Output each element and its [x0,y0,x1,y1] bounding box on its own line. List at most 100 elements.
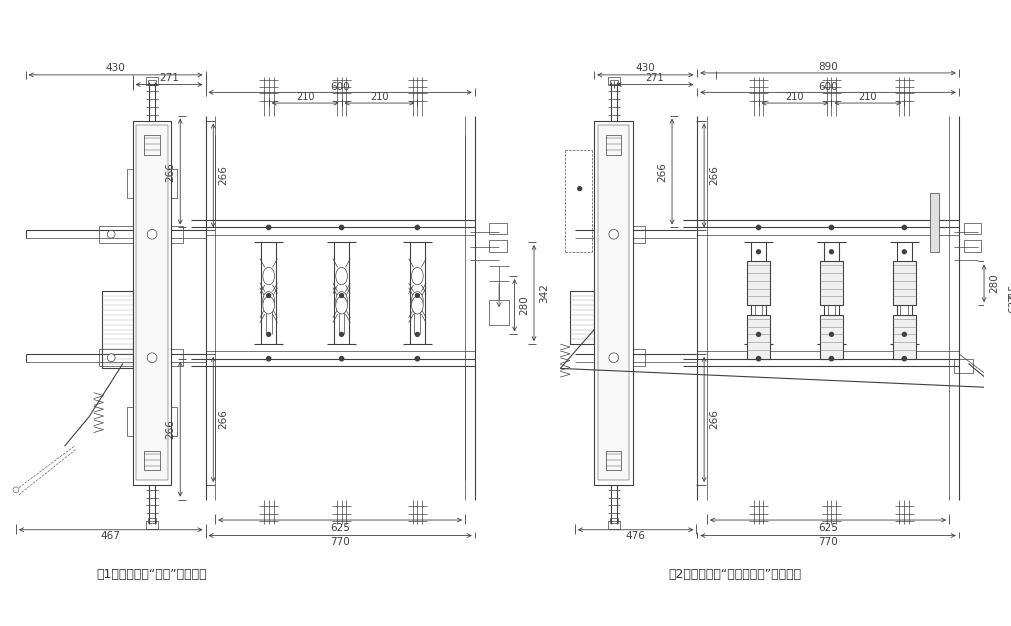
Bar [893,262,916,305]
Bar [145,451,160,471]
Text: 342: 342 [539,283,549,303]
Ellipse shape [411,292,424,309]
Text: 210: 210 [858,92,878,102]
Circle shape [107,354,115,362]
Text: 266: 266 [166,419,176,439]
Text: 266: 266 [218,165,228,185]
Circle shape [148,353,157,362]
Text: 210: 210 [296,92,314,102]
Bar [126,408,132,436]
Circle shape [829,332,833,336]
Bar [820,262,843,305]
Bar [101,290,132,369]
Text: 625: 625 [331,523,350,533]
Bar [145,135,160,155]
Text: 271: 271 [646,73,664,83]
Circle shape [829,225,834,230]
Circle shape [609,353,619,362]
Text: 266: 266 [709,165,719,185]
Text: 266: 266 [166,162,176,182]
Text: 315: 315 [1008,284,1011,302]
Circle shape [267,294,271,297]
Text: 210: 210 [786,92,804,102]
Bar [608,77,620,85]
Circle shape [903,250,906,254]
Bar [747,262,770,305]
Circle shape [340,294,344,297]
Text: 600: 600 [818,81,838,91]
Text: 271: 271 [159,73,179,83]
Ellipse shape [263,267,275,285]
Circle shape [416,294,420,297]
Circle shape [756,357,760,361]
Bar [633,225,645,243]
Bar [136,125,168,480]
Circle shape [416,357,420,361]
Bar [610,518,618,523]
Circle shape [756,225,760,230]
Circle shape [13,487,19,493]
Bar [610,80,618,85]
Bar [489,300,509,325]
Text: 280: 280 [520,295,530,315]
Circle shape [107,230,115,238]
Ellipse shape [263,297,275,314]
Bar [599,125,629,480]
Circle shape [756,250,760,254]
Circle shape [416,225,420,230]
Text: 266: 266 [709,409,719,429]
Bar [820,315,843,359]
Ellipse shape [411,297,424,314]
Text: 625: 625 [818,523,838,533]
Bar [608,521,620,529]
Circle shape [756,332,760,336]
Circle shape [902,225,907,230]
Ellipse shape [263,292,275,309]
Bar [132,121,172,485]
Bar [172,349,183,366]
Circle shape [340,357,344,361]
Circle shape [903,332,906,336]
Text: 280: 280 [989,274,999,293]
Text: 图1、无脱扣器“线路”负荷开关: 图1、无脱扣器“线路”负荷开关 [97,568,207,581]
Text: 430: 430 [106,63,125,73]
Bar [570,290,594,344]
Bar [126,169,132,198]
Bar [594,121,633,485]
Ellipse shape [336,267,348,285]
Bar [172,169,177,198]
Circle shape [340,225,344,230]
Text: 770: 770 [331,537,350,547]
Bar [489,240,507,252]
Bar [963,223,981,234]
Bar [606,451,622,471]
Ellipse shape [336,292,348,309]
Text: 637: 637 [1008,293,1011,313]
Circle shape [829,357,834,361]
Ellipse shape [336,297,348,314]
Bar [929,193,939,252]
Circle shape [267,332,271,336]
Bar [893,315,916,359]
Bar [172,408,177,436]
Text: 430: 430 [636,63,655,73]
Text: 467: 467 [101,531,120,541]
Bar [489,223,507,234]
Circle shape [416,332,420,336]
Circle shape [577,187,581,190]
Ellipse shape [411,267,424,285]
Bar [147,77,158,85]
Circle shape [829,250,833,254]
Text: 476: 476 [626,531,646,541]
Text: 890: 890 [818,62,838,72]
Bar [606,135,622,155]
Circle shape [340,332,344,336]
Text: 266: 266 [657,162,667,182]
Text: 600: 600 [331,81,350,91]
Circle shape [148,229,157,239]
Bar [954,359,974,373]
Text: 图2、无脱扣器“变压器保护”负荷开关: 图2、无脱扣器“变压器保护”负荷开关 [668,568,802,581]
Bar [149,518,156,523]
Text: 266: 266 [218,409,228,429]
Bar [633,349,645,366]
